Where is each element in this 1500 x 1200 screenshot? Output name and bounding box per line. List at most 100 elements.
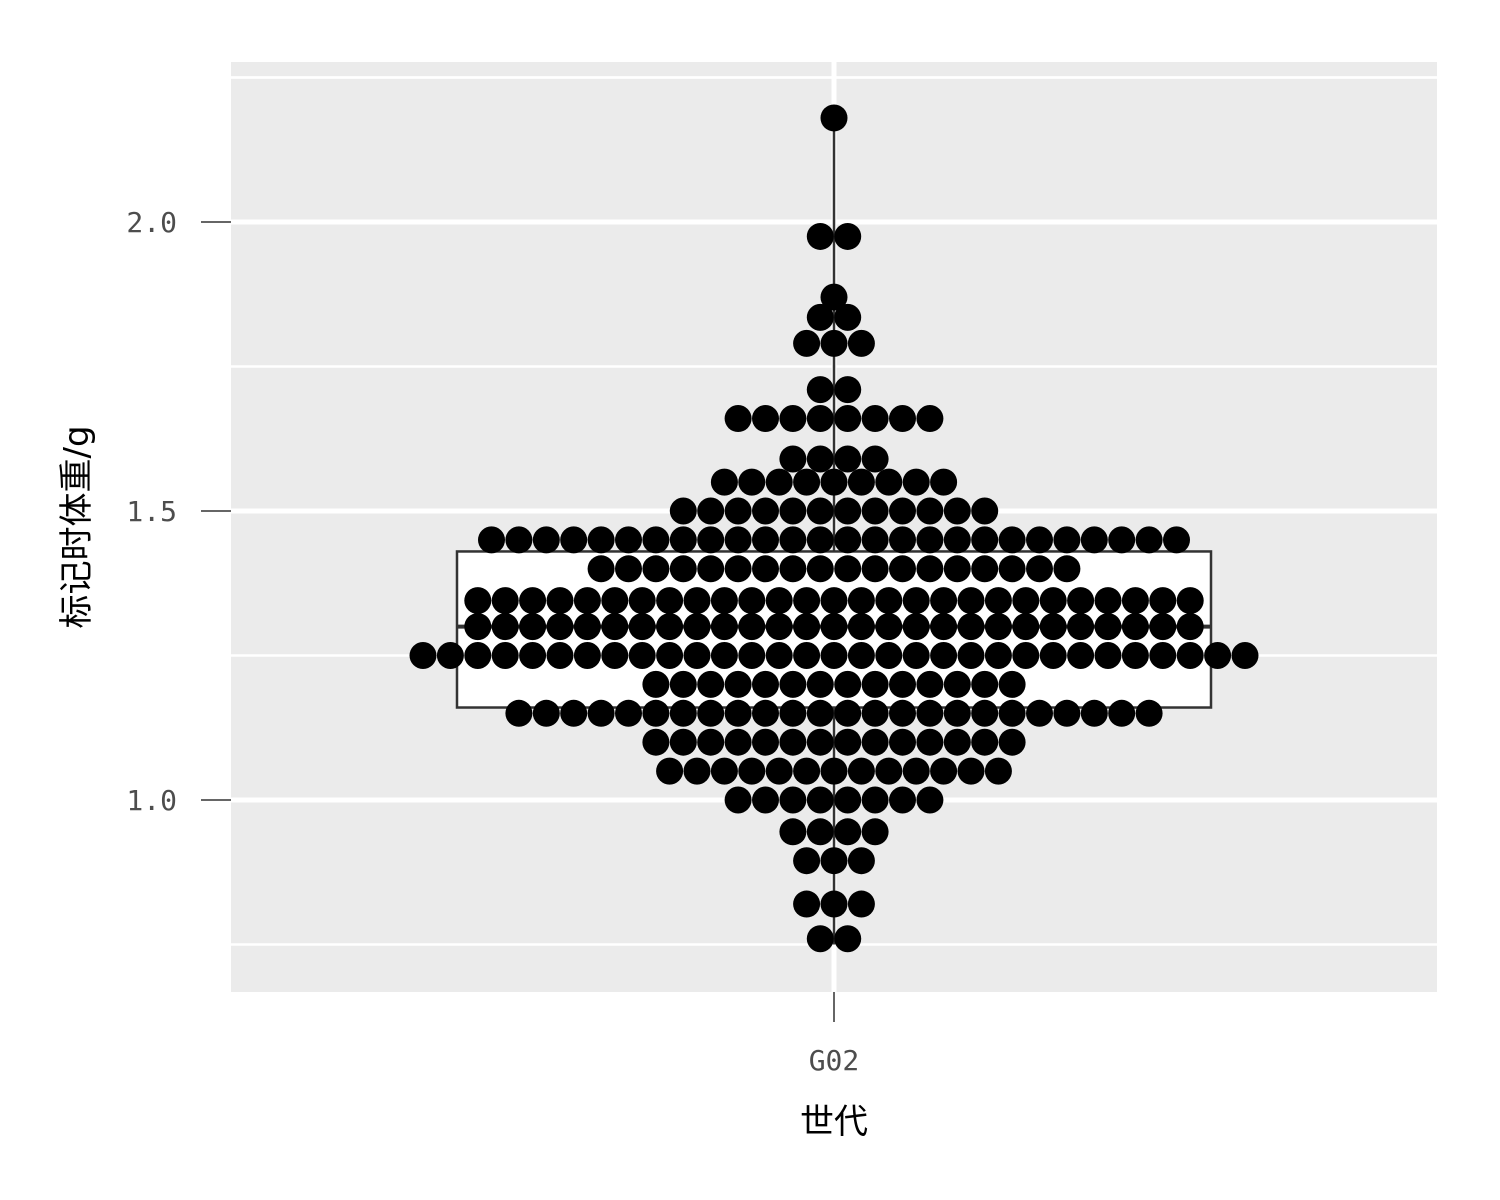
dot-point	[669, 555, 697, 583]
dot-point	[806, 303, 834, 331]
dot-point	[971, 728, 999, 756]
dot-point	[697, 555, 725, 583]
dot-point	[889, 699, 916, 727]
dot-point	[1149, 613, 1177, 641]
dot-point	[697, 670, 725, 698]
dot-point	[820, 757, 848, 785]
dot-point	[1067, 587, 1095, 615]
dot-point	[957, 613, 985, 641]
dot-point	[889, 405, 916, 433]
dot-point	[834, 526, 862, 554]
dot-point	[669, 670, 697, 698]
dot-point	[806, 497, 834, 525]
dot-point	[916, 786, 944, 814]
dot-point	[861, 497, 889, 525]
dot-point	[669, 526, 697, 554]
dot-point	[916, 497, 944, 525]
dot-point	[806, 555, 834, 583]
dot-point	[409, 642, 437, 669]
dot-point	[765, 468, 793, 496]
dot-point	[971, 670, 999, 698]
dot-point	[642, 526, 670, 554]
dot-point	[957, 757, 985, 785]
dot-point	[930, 757, 958, 785]
dot-point	[478, 526, 505, 554]
dot-point	[738, 587, 766, 615]
dot-point	[902, 757, 930, 785]
dot-point	[710, 613, 738, 641]
dot-point	[847, 329, 875, 357]
dot-point	[779, 445, 807, 473]
dot-point	[806, 526, 834, 554]
dot-point	[752, 526, 779, 554]
dot-point	[861, 728, 889, 756]
dot-point	[930, 613, 958, 641]
dot-point	[560, 526, 588, 554]
dot-point	[615, 555, 642, 583]
dot-point	[793, 587, 821, 615]
dot-point	[642, 555, 670, 583]
dot-point	[793, 468, 821, 496]
dot-point	[847, 468, 875, 496]
dot-point	[669, 699, 697, 727]
dot-point	[971, 699, 999, 727]
dot-point	[793, 890, 821, 918]
dot-point	[971, 555, 999, 583]
dot-point	[683, 757, 711, 785]
dot-point	[943, 728, 971, 756]
dot-point	[1176, 642, 1204, 669]
dot-point	[724, 405, 752, 433]
dot-point	[820, 847, 848, 875]
dot-point	[930, 587, 958, 615]
dot-point	[710, 757, 738, 785]
dot-point	[546, 587, 574, 615]
dot-point	[889, 526, 916, 554]
dot-point	[1012, 642, 1040, 669]
dot-point	[464, 587, 492, 615]
dot-point	[889, 497, 916, 525]
dot-point	[669, 728, 697, 756]
dot-point	[806, 405, 834, 433]
dot-point	[834, 222, 862, 250]
dot-point	[1012, 613, 1040, 641]
dot-point	[806, 445, 834, 473]
dot-point	[1204, 642, 1232, 669]
dot-point	[724, 555, 752, 583]
dot-point	[656, 613, 684, 641]
dot-point	[1012, 587, 1040, 615]
dot-point	[464, 613, 492, 641]
dot-point	[793, 613, 821, 641]
dot-point	[902, 587, 930, 615]
axes: 1.0 1.5 2.0 G02	[126, 206, 859, 1077]
dot-point	[779, 818, 807, 846]
dot-point	[971, 497, 999, 525]
dot-point	[779, 728, 807, 756]
dot-point	[532, 526, 560, 554]
dot-point	[683, 613, 711, 641]
dot-point	[1080, 699, 1108, 727]
dot-point	[793, 757, 821, 785]
dot-point	[834, 818, 862, 846]
dot-point	[779, 786, 807, 814]
dot-point	[642, 670, 670, 698]
dot-point	[669, 497, 697, 525]
dot-point	[861, 670, 889, 698]
dot-point	[752, 699, 779, 727]
dot-point	[683, 642, 711, 669]
dot-point	[847, 613, 875, 641]
dot-point	[930, 468, 958, 496]
y-tick-label: 2.0	[126, 206, 177, 239]
y-tick-label: 1.5	[126, 495, 177, 528]
dot-point	[1067, 642, 1095, 669]
dot-point	[1135, 699, 1163, 727]
dot-point	[752, 405, 779, 433]
dot-point	[1053, 555, 1081, 583]
dot-point	[916, 728, 944, 756]
dot-point	[573, 642, 601, 669]
dot-point	[820, 890, 848, 918]
dot-point	[546, 642, 574, 669]
dot-point	[573, 587, 601, 615]
dot-point	[943, 526, 971, 554]
dot-point	[1053, 699, 1081, 727]
dot-point	[806, 818, 834, 846]
